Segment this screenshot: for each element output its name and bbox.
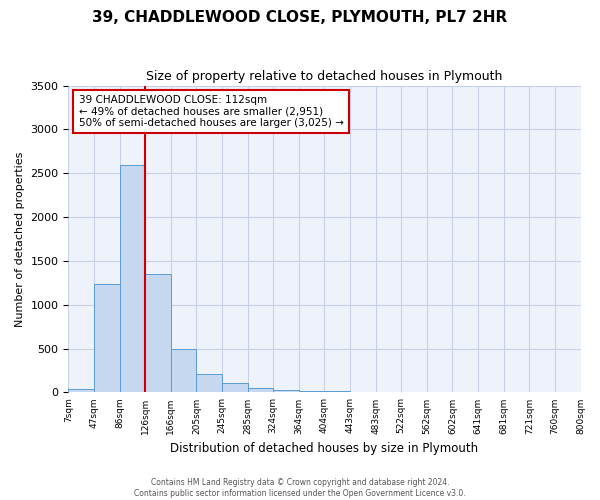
Bar xyxy=(299,390,325,392)
X-axis label: Distribution of detached houses by size in Plymouth: Distribution of detached houses by size … xyxy=(170,442,479,455)
Y-axis label: Number of detached properties: Number of detached properties xyxy=(15,152,25,326)
Bar xyxy=(94,284,119,393)
Title: Size of property relative to detached houses in Plymouth: Size of property relative to detached ho… xyxy=(146,70,503,83)
Text: Contains HM Land Registry data © Crown copyright and database right 2024.
Contai: Contains HM Land Registry data © Crown c… xyxy=(134,478,466,498)
Bar xyxy=(145,274,171,392)
Bar xyxy=(273,390,299,392)
Bar xyxy=(222,383,248,392)
Bar xyxy=(248,388,273,392)
Bar xyxy=(196,374,222,392)
Bar xyxy=(68,389,94,392)
Bar xyxy=(171,348,196,393)
Text: 39 CHADDLEWOOD CLOSE: 112sqm
← 49% of detached houses are smaller (2,951)
50% of: 39 CHADDLEWOOD CLOSE: 112sqm ← 49% of de… xyxy=(79,95,344,128)
Text: 39, CHADDLEWOOD CLOSE, PLYMOUTH, PL7 2HR: 39, CHADDLEWOOD CLOSE, PLYMOUTH, PL7 2HR xyxy=(92,10,508,25)
Bar xyxy=(325,391,350,392)
Bar xyxy=(119,166,145,392)
